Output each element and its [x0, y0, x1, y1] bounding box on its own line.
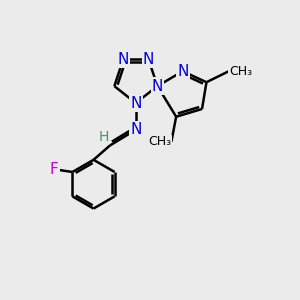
Text: N: N: [152, 79, 163, 94]
Text: N: N: [177, 64, 188, 79]
Text: methyl: methyl: [234, 70, 239, 71]
Text: N: N: [143, 52, 154, 67]
Text: N: N: [130, 122, 141, 137]
Text: N: N: [130, 95, 141, 110]
Text: CH₃: CH₃: [148, 135, 171, 148]
Text: F: F: [50, 162, 58, 177]
Text: H: H: [98, 130, 109, 144]
Text: N: N: [118, 52, 129, 67]
Text: CH₃: CH₃: [229, 65, 252, 78]
